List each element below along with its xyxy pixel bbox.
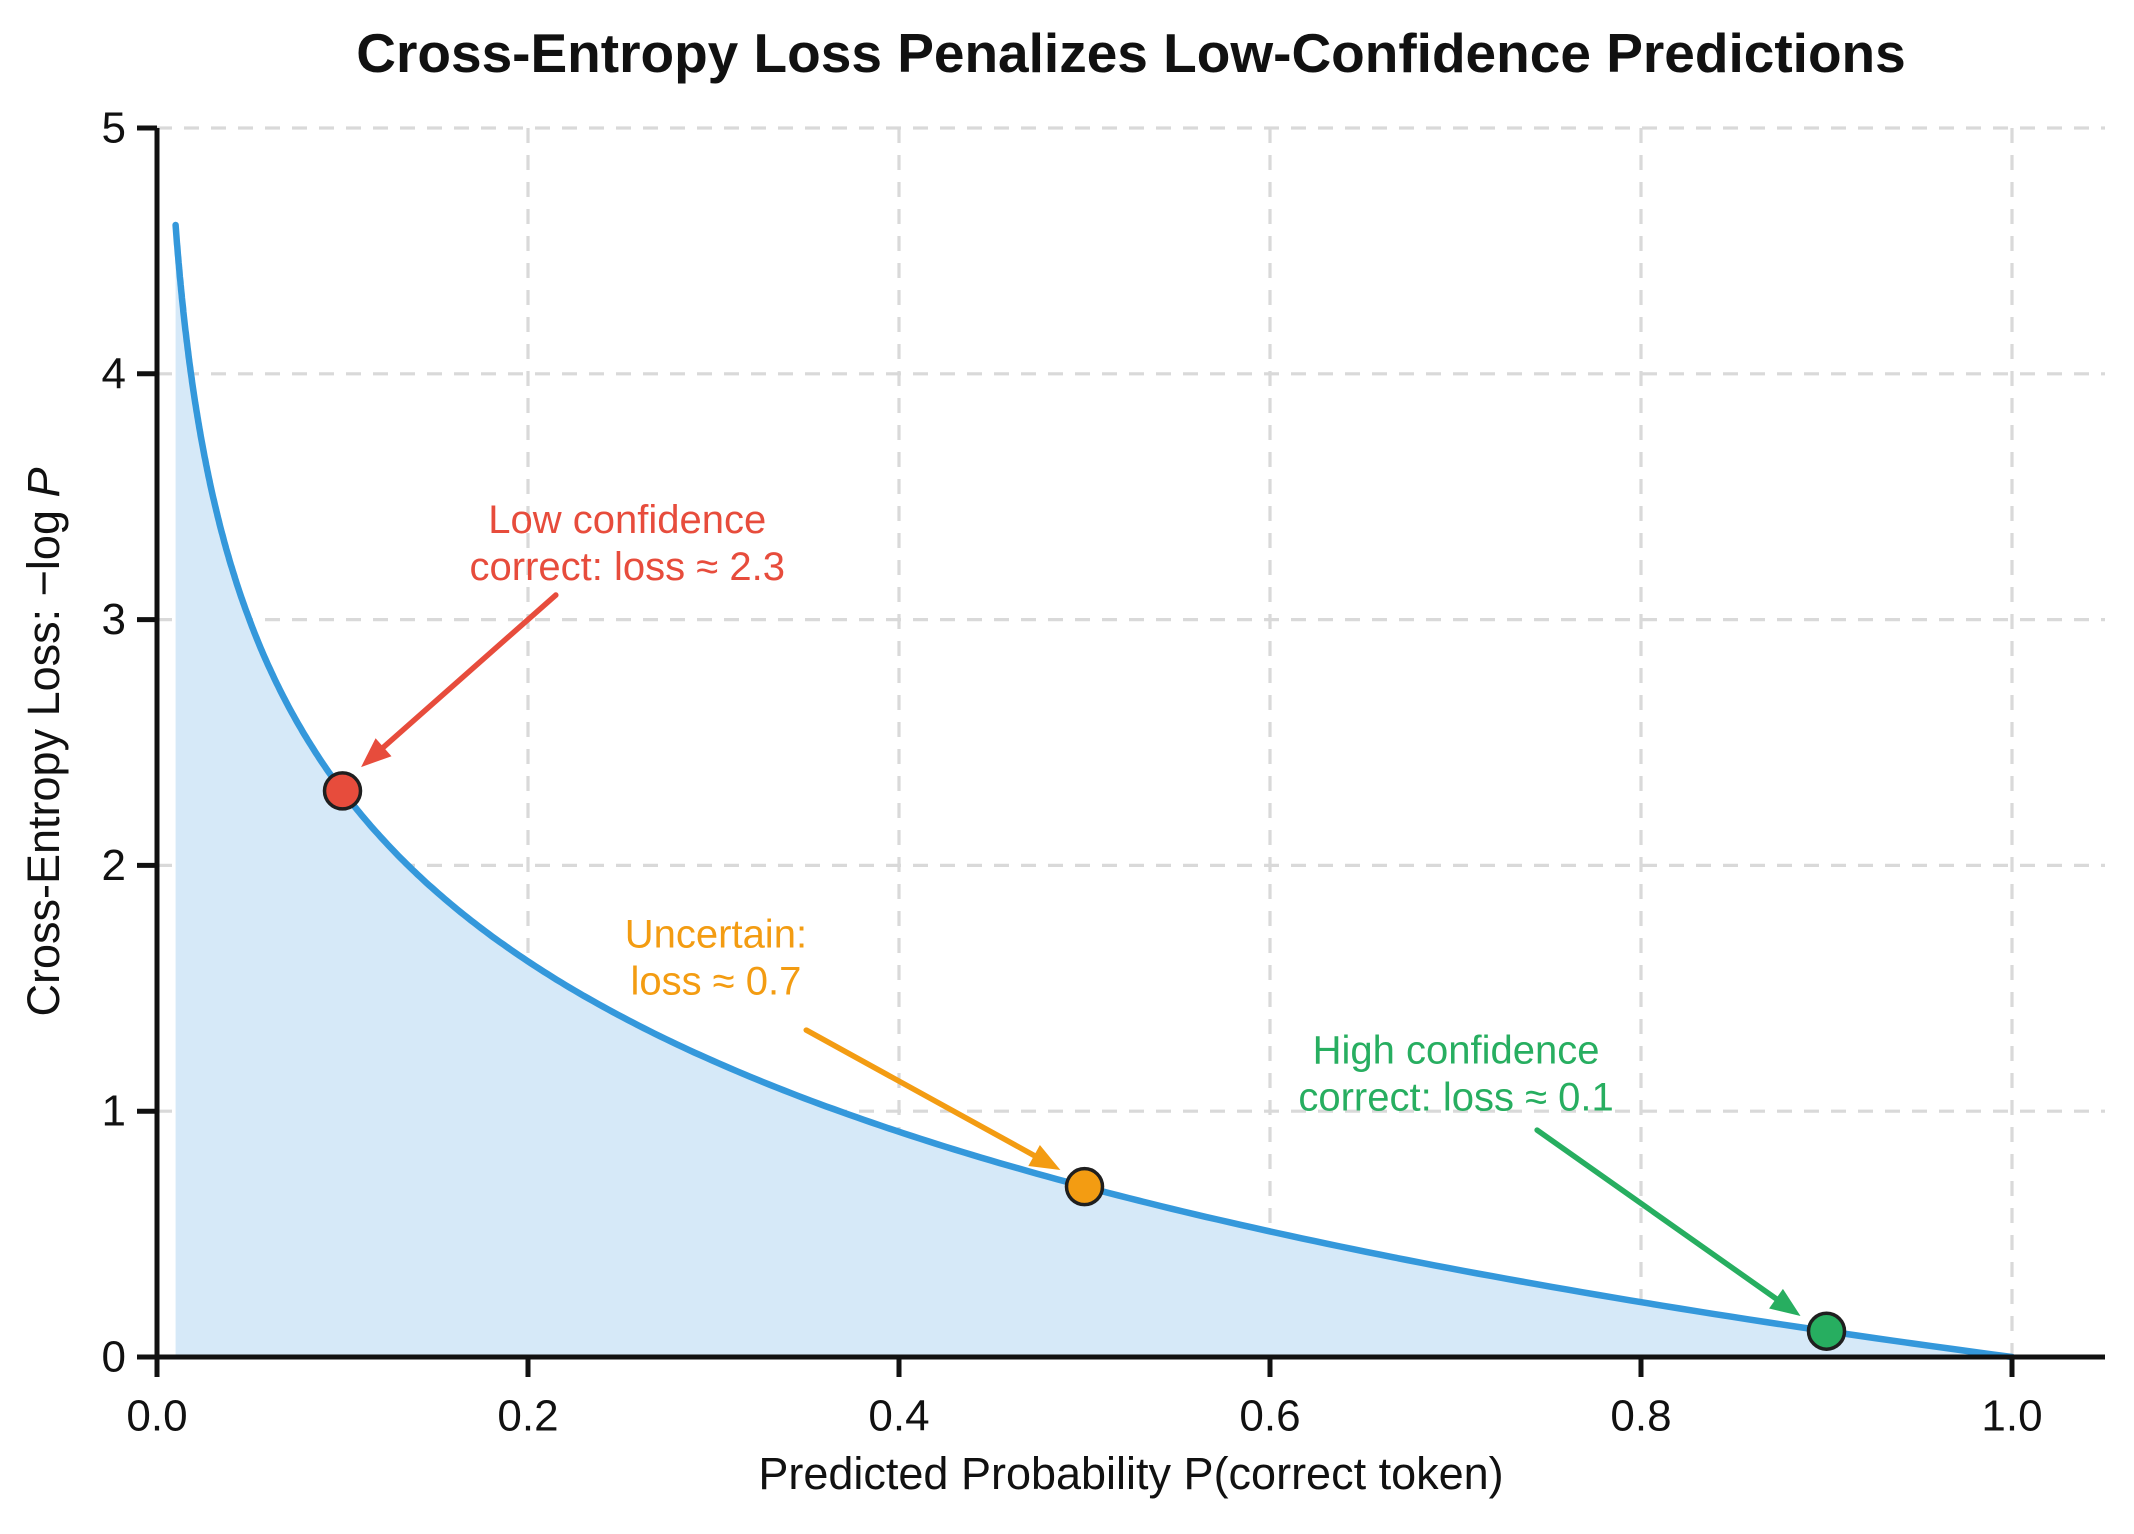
y-axis-label-variable: P xyxy=(18,467,69,498)
x-tick-label: 0.0 xyxy=(126,1392,187,1441)
annotation-arrow-head xyxy=(1769,1288,1801,1316)
annotation-label-line2: correct: loss ≈ 0.1 xyxy=(1298,1076,1613,1120)
x-tick-label: 0.2 xyxy=(497,1392,558,1441)
x-tick-label: 1.0 xyxy=(1981,1392,2042,1441)
annotation-arrow-line xyxy=(1534,1127,1783,1304)
annotation-label-line1: Low confidence xyxy=(488,498,766,542)
y-tick-label: 4 xyxy=(102,349,126,398)
data-point-marker xyxy=(322,771,363,811)
y-tick-label: 0 xyxy=(102,1333,126,1382)
data-point-marker xyxy=(1806,1311,1847,1351)
annotation-label-line2: correct: loss ≈ 2.3 xyxy=(470,545,785,589)
annotation-arrow-line xyxy=(377,592,559,753)
x-tick-label: 0.6 xyxy=(1239,1392,1300,1441)
y-tick-label: 2 xyxy=(102,841,126,890)
annotation-label-line1: High confidence xyxy=(1313,1029,1600,1073)
y-axis-label-text: Cross-Entropy Loss: −log xyxy=(18,497,69,1017)
loss-curve-area xyxy=(175,225,2013,1357)
x-tick-label: 0.4 xyxy=(868,1392,929,1441)
y-tick-label: 5 xyxy=(102,104,126,153)
data-point-marker xyxy=(1064,1166,1105,1207)
chart-title: Cross-Entropy Loss Penalizes Low-Confide… xyxy=(356,22,1906,84)
annotation-label-line1: Uncertain: xyxy=(625,913,807,957)
y-axis-label: Cross-Entropy Loss: −log P xyxy=(18,468,70,1017)
y-tick-label: 1 xyxy=(102,1087,126,1136)
annotation-label-line2: loss ≈ 0.7 xyxy=(630,960,801,1004)
annotation-arrow-head xyxy=(361,738,392,768)
x-tick-label: 0.8 xyxy=(1610,1392,1671,1441)
annotation-arrow-line xyxy=(803,1027,1041,1161)
annotation-arrow-head xyxy=(1028,1144,1061,1170)
y-tick-label: 3 xyxy=(102,595,126,644)
x-axis-label: Predicted Probability P(correct token) xyxy=(758,1448,1504,1499)
